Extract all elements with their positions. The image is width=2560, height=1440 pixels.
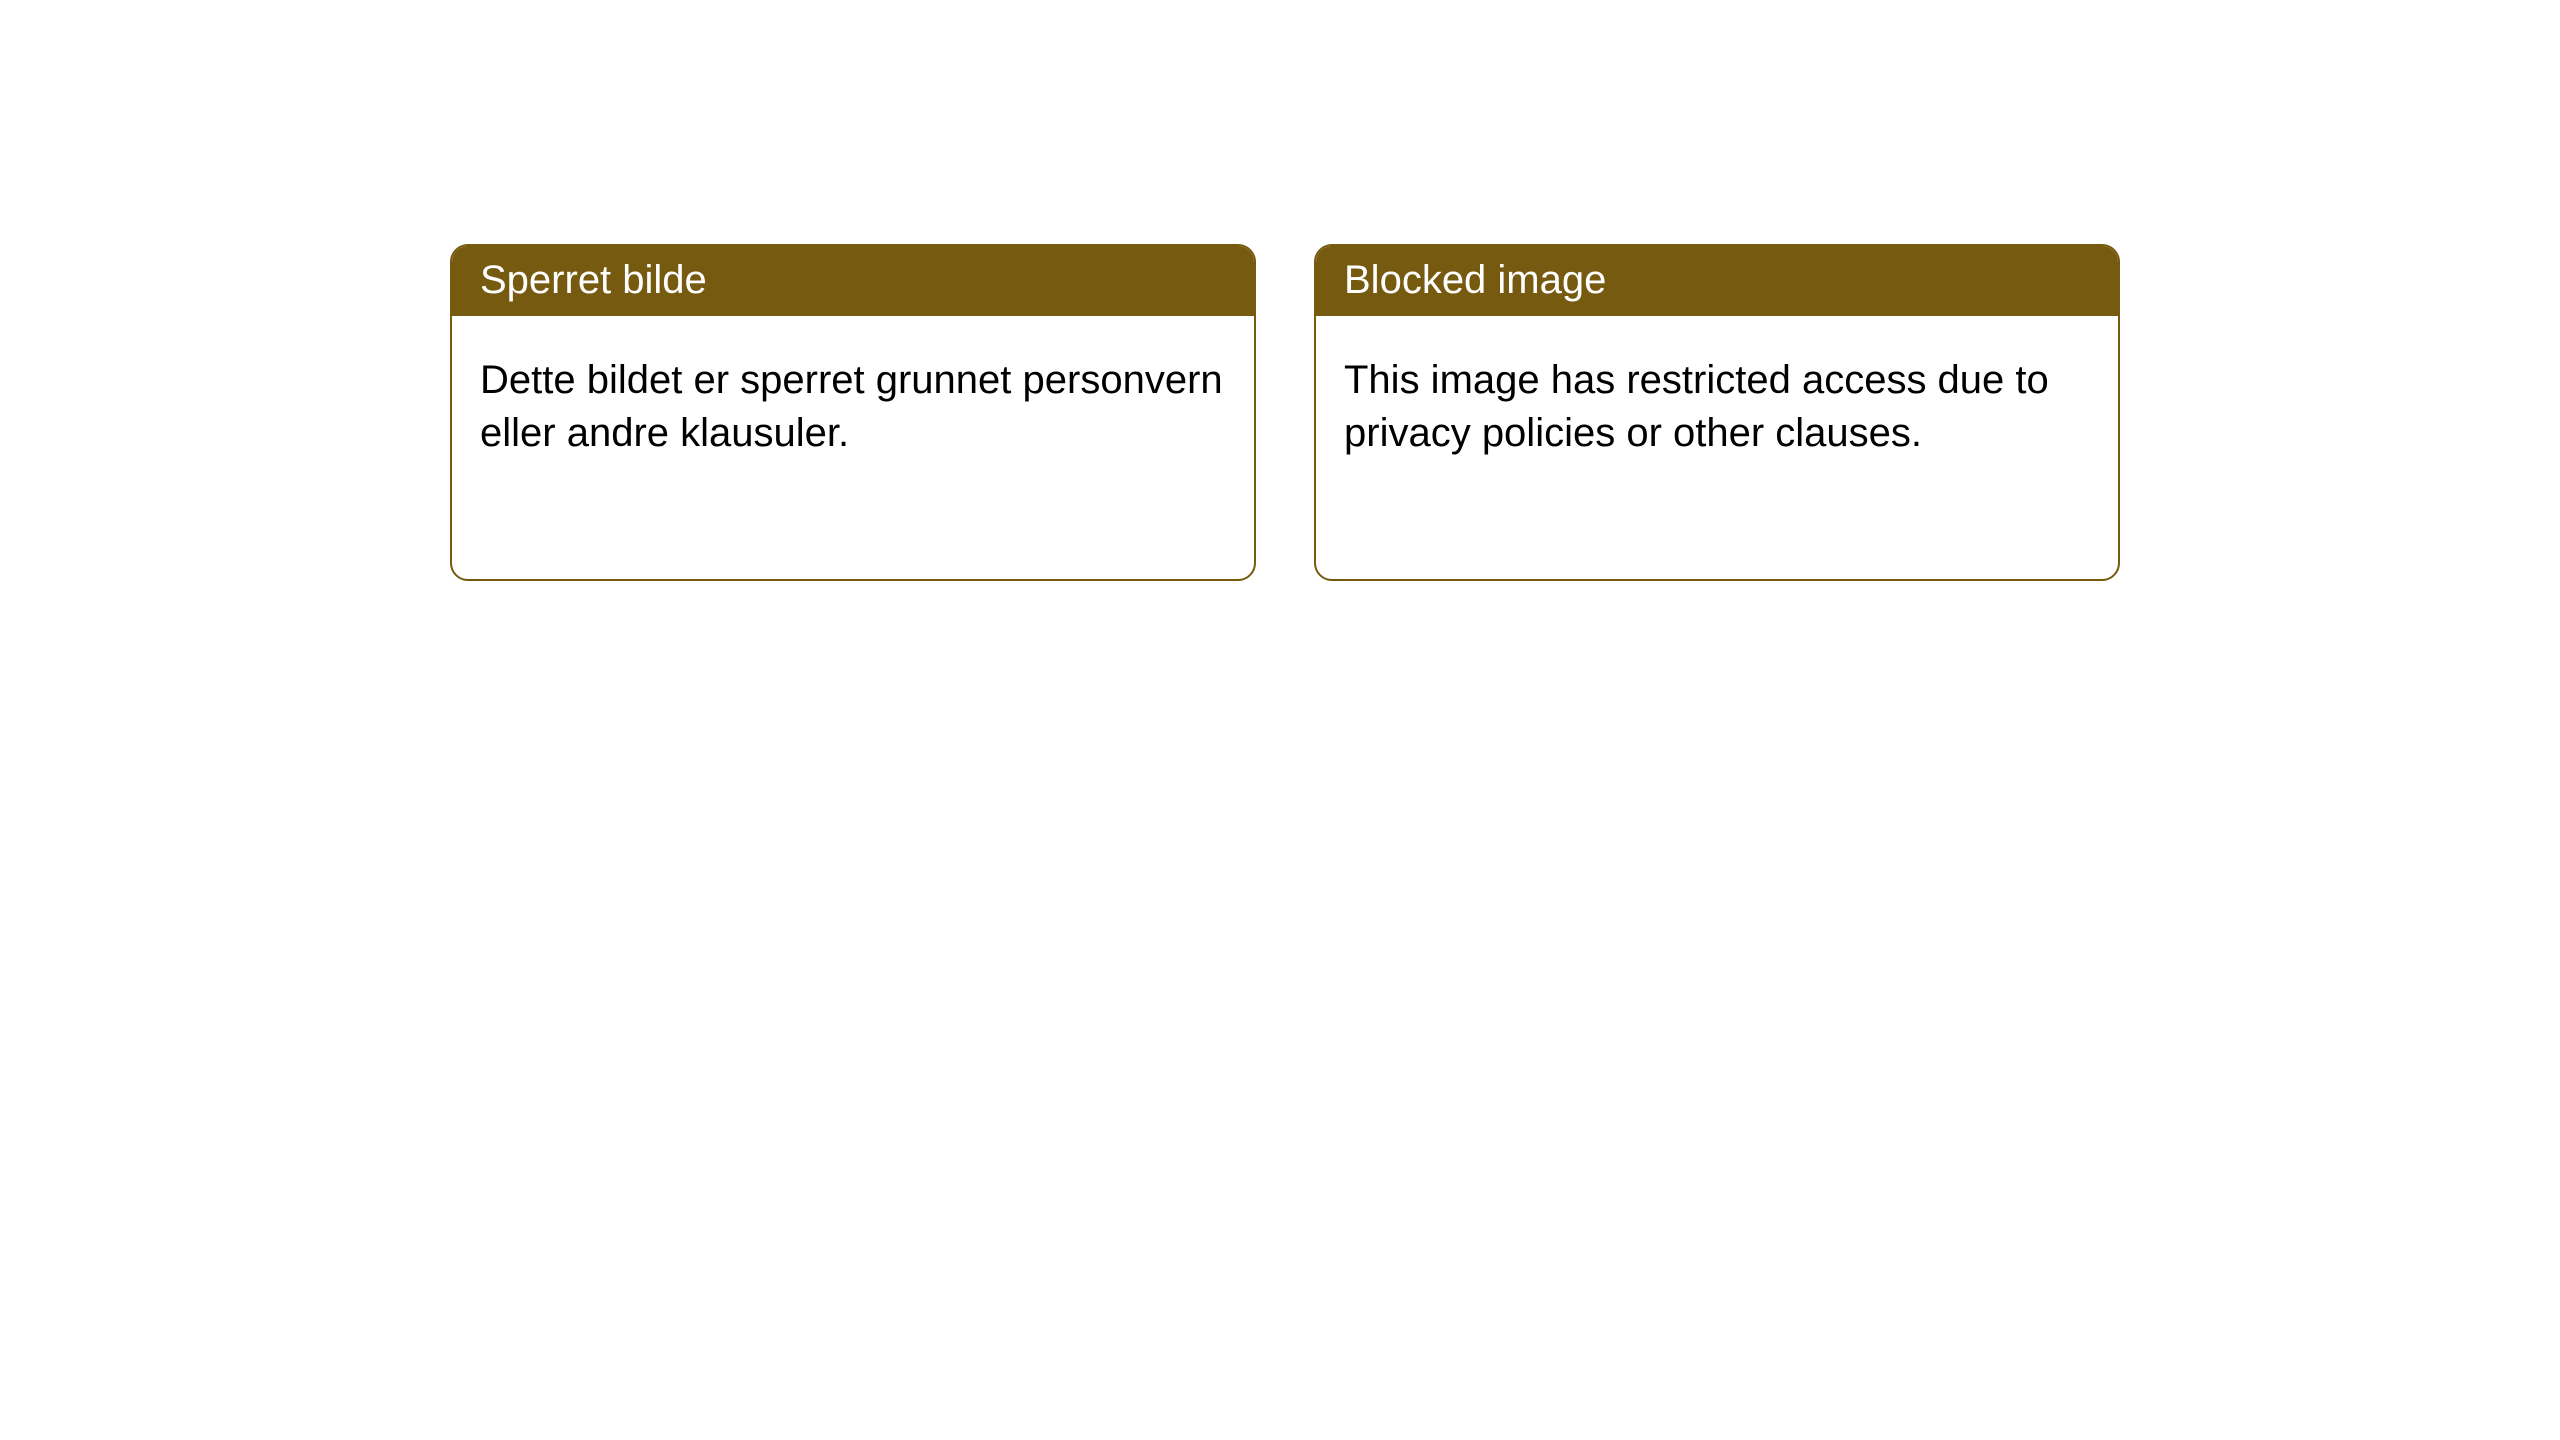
notice-card-no: Sperret bilde Dette bildet er sperret gr…: [450, 244, 1256, 581]
notice-card-en: Blocked image This image has restricted …: [1314, 244, 2120, 581]
notice-container: Sperret bilde Dette bildet er sperret gr…: [0, 0, 2560, 581]
notice-body-no: Dette bildet er sperret grunnet personve…: [452, 316, 1254, 498]
notice-title-en: Blocked image: [1316, 246, 2118, 316]
notice-title-no: Sperret bilde: [452, 246, 1254, 316]
notice-body-en: This image has restricted access due to …: [1316, 316, 2118, 498]
